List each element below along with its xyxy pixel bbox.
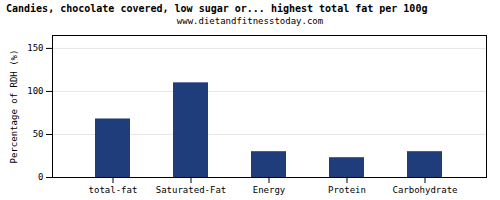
svg-text:Energy: Energy <box>253 185 286 195</box>
html-text:Candies, chocolate covered, lo: Candies, chocolate covered, low sugar or… <box>6 3 428 14</box>
svg-text:Protein: Protein <box>328 185 366 195</box>
svg-text:Saturated-Fat: Saturated-Fat <box>156 185 226 195</box>
html-text:www.dietandfitnesstoday.com: www.dietandfitnesstoday.com <box>176 16 324 26</box>
svg-text:0: 0 <box>38 172 43 182</box>
svg-text:100: 100 <box>27 86 43 96</box>
svg-text:total-fat: total-fat <box>89 185 138 195</box>
svg-text:Percentage of RDH (%): Percentage of RDH (%) <box>9 50 19 164</box>
svg-text:50: 50 <box>33 129 44 139</box>
svg-text:150: 150 <box>27 43 43 53</box>
svg-text:Carbohydrate: Carbohydrate <box>392 185 457 195</box>
